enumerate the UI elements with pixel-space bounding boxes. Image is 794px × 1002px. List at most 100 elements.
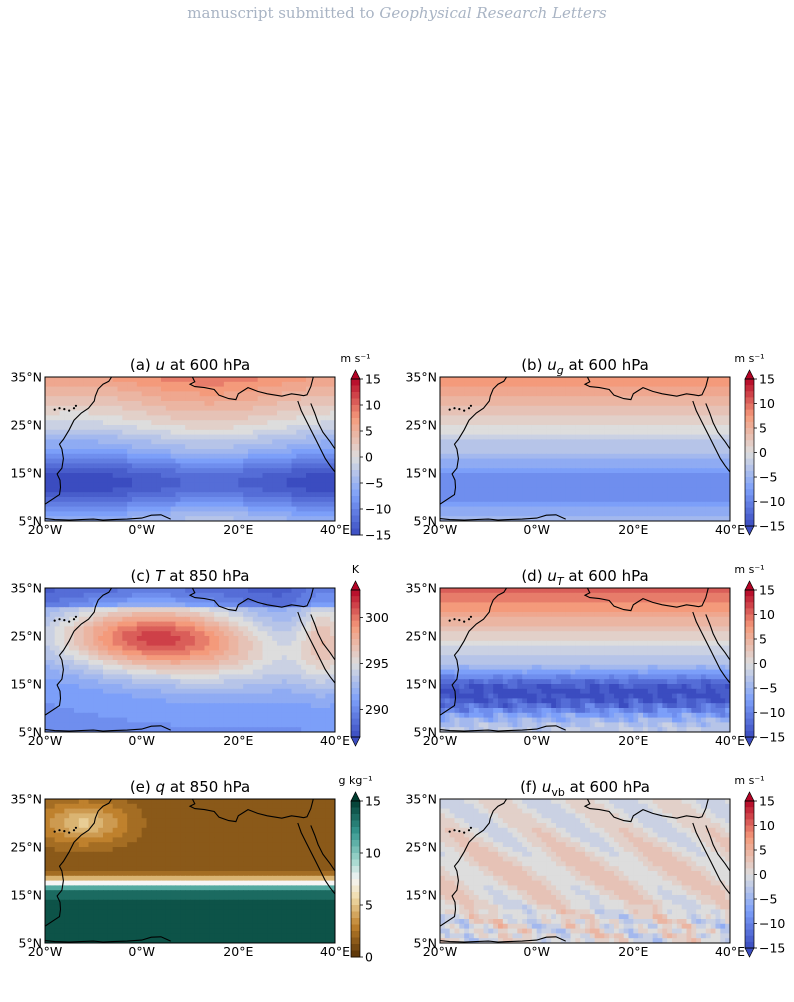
lat-label: 5°N [413, 725, 437, 740]
lon-label: 20°W [28, 944, 63, 959]
lat-label: 5°N [18, 936, 42, 951]
field-map [45, 377, 335, 521]
field-map [45, 799, 335, 943]
colorbar-tick: 0 [759, 656, 767, 671]
panel-b: (b) ug at 600 hPa 35°N 25°N 15°N 5°N20°W 0°W 2… [405, 352, 785, 537]
header-prefix: manuscript submitted to [187, 4, 380, 22]
panel-e: (e) q at 850 hPa 35°N 25°N 15°N 5°N20°W 0°W 20… [10, 774, 380, 965]
lon-label: 0°W [523, 733, 550, 748]
colorbar-unit: m s⁻¹ [734, 352, 764, 365]
lon-label: 20°E [618, 733, 648, 748]
field-map [45, 588, 335, 732]
manuscript-header: manuscript submitted to Geophysical Rese… [0, 4, 794, 22]
panel-title: (d) uT at 600 hPa [521, 567, 648, 588]
lat-label: 35°N [10, 370, 42, 385]
lon-label: 40°E [320, 944, 350, 959]
colorbar-tick: 0 [759, 867, 767, 882]
colorbar-unit: K [352, 563, 360, 576]
coastline [45, 588, 335, 732]
colorbar: m s⁻¹ 15 10 5 0 −5 −10 −15 [734, 352, 785, 536]
colorbar-tick: −15 [365, 528, 391, 543]
colorbar-tick: 15 [759, 583, 775, 598]
lat-label: 15°N [405, 677, 437, 692]
colorbar-unit: g kg⁻¹ [338, 774, 372, 787]
colorbar-tick: 5 [759, 843, 767, 858]
lon-label: 40°E [320, 522, 350, 537]
colorbar-tick: 15 [759, 372, 775, 387]
colorbar: m s⁻¹ 15 10 5 0 −5 −10 −15 [734, 563, 785, 747]
lon-label: 20°E [223, 522, 253, 537]
colorbar-tick: 10 [759, 818, 775, 833]
coastline [440, 799, 730, 943]
lat-label: 5°N [18, 514, 42, 529]
lat-label: 25°N [405, 418, 437, 433]
lat-label: 5°N [18, 725, 42, 740]
map-frame [44, 587, 336, 733]
colorbar-tick: −5 [365, 476, 383, 491]
colorbar-tick: −5 [759, 892, 777, 907]
lat-label: 25°N [10, 418, 42, 433]
lat-label: 15°N [10, 888, 42, 903]
lat-label: 15°N [405, 888, 437, 903]
colorbar-tick: 15 [365, 372, 381, 387]
lon-label: 0°W [523, 944, 550, 959]
lat-label: 15°N [405, 466, 437, 481]
colorbar-tick: 10 [759, 396, 775, 411]
panel-title: (a) u at 600 hPa [130, 356, 250, 374]
colorbar-tick: 5 [365, 898, 373, 913]
lat-label: 35°N [405, 581, 437, 596]
lat-label: 35°N [10, 581, 42, 596]
panel-title: (e) q at 850 hPa [130, 778, 250, 796]
field-map [440, 377, 730, 521]
lon-label: 20°W [28, 522, 63, 537]
colorbar-tick: 15 [759, 794, 775, 809]
lon-label: 40°E [320, 733, 350, 748]
lat-label: 25°N [405, 840, 437, 855]
lat-label: 5°N [413, 936, 437, 951]
map-frame [439, 798, 731, 944]
colorbar-tick: −10 [759, 705, 785, 720]
lon-label: 40°E [715, 944, 745, 959]
lon-label: 20°W [423, 522, 458, 537]
panel-title: (f) uvb at 600 hPa [520, 778, 650, 799]
colorbar: m s⁻¹ 15 10 5 0 −5 −10 −15 [340, 352, 391, 543]
lon-label: 20°W [423, 733, 458, 748]
colorbar-tick: 5 [759, 632, 767, 647]
map-frame [44, 376, 336, 522]
map-frame [44, 798, 336, 944]
field-map [440, 799, 730, 943]
panel-c: (c) T at 850 hPa 35°N 25°N 15°N 5°N20°W 0°W 20… [10, 563, 388, 748]
panel-title: (c) T at 850 hPa [131, 567, 250, 585]
colorbar-tick: −5 [759, 681, 777, 696]
lon-label: 0°W [128, 733, 155, 748]
panel-title: (b) ug at 600 hPa [521, 356, 649, 377]
lat-label: 35°N [10, 792, 42, 807]
colorbar-unit: m s⁻¹ [734, 563, 764, 576]
colorbar-tick: −5 [759, 470, 777, 485]
panel-a: (a) u at 600 hPa 35°N 25°N 15°N 5°N20°W 0°W 20… [10, 352, 391, 543]
colorbar-tick: 5 [759, 421, 767, 436]
coastline [45, 799, 335, 943]
colorbar-tick: −15 [759, 519, 785, 534]
coastline [45, 377, 335, 521]
map-frame [439, 376, 731, 522]
colorbar-tick: −10 [759, 494, 785, 509]
colorbar-unit: m s⁻¹ [734, 774, 764, 787]
colorbar: m s⁻¹ 15 10 5 0 −5 −10 −15 [734, 774, 785, 958]
lat-label: 25°N [10, 840, 42, 855]
colorbar: g kg⁻¹ 15 10 5 0 [338, 774, 380, 965]
colorbar-tick: 15 [365, 794, 381, 809]
lat-label: 35°N [405, 370, 437, 385]
colorbar-tick: 10 [365, 846, 381, 861]
map-frame [439, 587, 731, 733]
field-map [440, 588, 730, 732]
panel-d: (d) uT at 600 hPa 35°N 25°N 15°N 5°N20°W 0°W 2… [405, 563, 785, 748]
colorbar-tick: 295 [365, 656, 389, 671]
journal-name: Geophysical Research Letters [379, 4, 607, 22]
colorbar: K 300 295 290 [350, 563, 389, 747]
colorbar-tick: 290 [365, 702, 389, 717]
lat-label: 25°N [405, 629, 437, 644]
coastline [440, 588, 730, 732]
lat-label: 15°N [10, 466, 42, 481]
